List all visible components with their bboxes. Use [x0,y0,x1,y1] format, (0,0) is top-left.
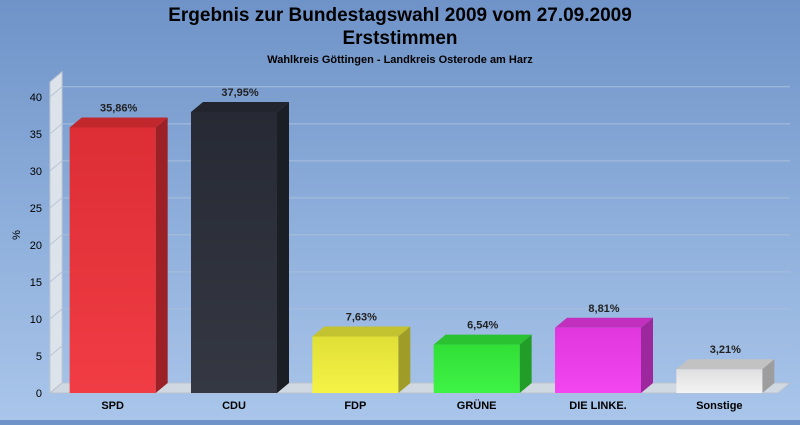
data-label: 7,63% [346,312,377,324]
left-wall [49,70,63,395]
bar-side [641,317,653,393]
chart-subtitle: Wahlkreis Göttingen - Landkreis Osterode… [267,54,533,66]
y-axis-label: % [11,230,23,240]
gridline-wall [49,160,63,172]
gridline-wall [49,234,63,246]
bar-side [155,117,168,393]
y-tick-label: 25 [30,203,42,215]
gridline-wall [49,123,63,135]
bar-top [676,359,775,370]
gridline-wall [49,308,63,320]
bar-side [398,326,411,393]
bar-side [762,359,775,393]
data-label: 3,21% [710,344,741,356]
y-tick-label: 40 [30,92,42,104]
bar [676,369,763,393]
data-label: 6,54% [467,320,498,332]
data-label: 35,86% [100,102,138,114]
y-tick-label: 35 [30,129,42,141]
bar-top [312,326,411,337]
bar [69,127,156,393]
bar-top [191,101,289,112]
plot-area: 0 5 10 15 20 25 30 35 40 35,86% SPD 37,95% CDU 7,63% F… [30,70,792,412]
gridline-wall [49,86,63,98]
bar [433,344,520,393]
chart-title-line2: Erststimmen [342,28,457,49]
x-tick-label: DIE LINKE. [569,400,626,412]
gridline-wall [49,197,63,209]
y-tick-label: 20 [30,240,42,252]
bar [555,327,641,393]
gridline-wall [49,271,63,283]
x-tick-label: SPD [101,400,124,412]
bar-top [433,334,532,345]
x-tick-label: GRÜNE [457,399,497,412]
y-tick-label: 10 [30,314,42,326]
y-tick-label: 0 [36,388,42,400]
data-label: 8,81% [588,303,619,315]
bar-top [69,117,168,128]
y-tick-label: 30 [30,166,42,178]
x-tick-label: FDP [344,400,366,412]
gridline-wall [49,345,63,357]
bar-side [519,334,532,393]
bar-side [277,101,289,393]
x-tick-label: CDU [222,400,246,412]
bar [312,336,399,393]
x-tick-label: Sonstige [696,400,742,412]
chart-title: Ergebnis zur Bundestagswahl 2009 vom 27.… [168,5,632,26]
data-label: 37,95% [221,87,259,99]
y-tick-label: 5 [36,351,42,363]
y-tick-label: 15 [30,277,42,289]
bar-top [555,317,653,328]
bar [191,111,277,393]
